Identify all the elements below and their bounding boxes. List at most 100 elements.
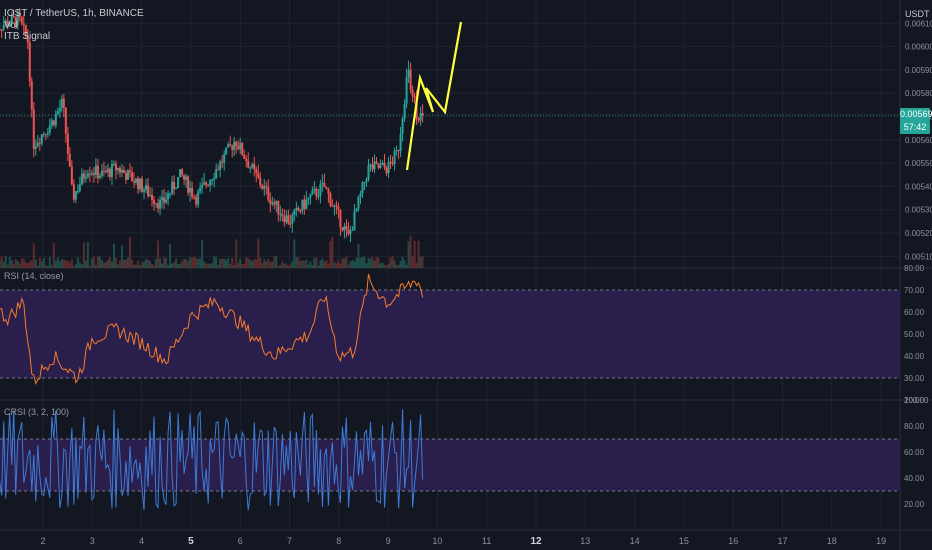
candle-body — [86, 173, 89, 177]
rsi-tick-40.00: 40.00 — [904, 352, 925, 361]
volume-bar — [143, 261, 146, 268]
volume-bar — [395, 265, 398, 268]
volume-bar — [313, 258, 316, 268]
candle-body — [40, 134, 43, 144]
candle-body — [169, 193, 172, 195]
volume-bar — [259, 257, 262, 268]
time-tick-9: 9 — [386, 536, 391, 546]
volume-bar — [249, 259, 252, 268]
candle-body — [122, 170, 125, 173]
time-tick-3: 3 — [90, 536, 95, 546]
candle-body — [301, 199, 304, 211]
volume-bar — [84, 260, 87, 268]
candle-body — [0, 29, 3, 31]
candle-body — [333, 205, 336, 207]
volume-bar — [157, 240, 160, 268]
volume-bar — [112, 243, 115, 268]
candle-body — [205, 182, 208, 186]
drawing-zigzag — [405, 21, 463, 171]
volume-bar — [263, 259, 266, 268]
candle-body — [339, 209, 342, 228]
volume-label[interactable]: Vol — [4, 20, 18, 31]
crsi-tick-100.00: 100.00 — [904, 396, 929, 405]
candle-body — [383, 162, 386, 168]
volume-bar — [279, 265, 282, 268]
candle-body — [313, 188, 316, 191]
volume-bar — [191, 258, 194, 268]
candle-body — [120, 170, 123, 173]
candle-body — [231, 145, 234, 150]
volume-bar — [247, 257, 250, 268]
volume-bar — [16, 261, 19, 268]
volume-bar — [225, 259, 228, 268]
candle-body — [307, 197, 310, 200]
volume-bar — [251, 260, 254, 268]
rsi-line — [0, 273, 424, 386]
volume-bar — [56, 257, 59, 268]
volume-bar — [405, 264, 408, 268]
volume-bar — [219, 258, 222, 268]
candle-body — [233, 141, 236, 150]
indicator-label[interactable]: ITB Signal — [4, 31, 51, 42]
candle-body — [271, 202, 274, 204]
candle-body — [287, 215, 290, 224]
candle-body — [66, 133, 69, 154]
rsi-band-fill — [0, 290, 900, 378]
candle-body — [269, 199, 272, 204]
rsi-label[interactable]: RSI (14, close) — [4, 271, 64, 281]
candle-body — [257, 173, 260, 178]
crsi-tick-60.00: 60.00 — [904, 448, 925, 457]
candle-body — [321, 182, 324, 185]
volume-bar — [223, 258, 226, 268]
volume-bar — [375, 257, 378, 268]
volume-bar — [54, 260, 57, 268]
volume-bar — [217, 264, 220, 268]
volume-bar — [285, 263, 288, 268]
currency-label[interactable]: USDT — [905, 9, 930, 19]
volume-bar — [76, 256, 79, 268]
volume-bar — [411, 256, 414, 268]
crsi-label[interactable]: CRSI (3, 2, 100) — [4, 407, 70, 417]
candle-body — [104, 171, 107, 173]
candle-body — [203, 182, 206, 185]
candle-body — [94, 165, 97, 175]
volume-bar — [311, 264, 314, 268]
volume-bar — [305, 259, 308, 268]
candles-group — [0, 8, 424, 243]
volume-bar — [293, 239, 296, 268]
candle-body — [343, 226, 346, 231]
candle-body — [317, 195, 320, 197]
volume-bar — [122, 259, 125, 268]
volume-bar — [155, 258, 158, 268]
candle-body — [411, 89, 414, 96]
candle-body — [24, 24, 27, 36]
volume-bar — [327, 263, 330, 268]
volume-bar — [407, 241, 410, 268]
time-tick-11: 11 — [482, 536, 491, 546]
volume-bar — [167, 265, 170, 268]
candle-body — [167, 193, 170, 200]
volume-bar — [307, 264, 310, 268]
candle-body — [18, 12, 21, 18]
symbol-title[interactable]: IOST / TetherUS, 1h, BINANCE — [4, 8, 144, 19]
volume-bar — [58, 261, 61, 268]
volume-bar — [213, 256, 216, 268]
volume-bar — [289, 264, 292, 268]
volume-bar — [86, 242, 89, 268]
volume-bar — [243, 263, 246, 268]
candle-body — [207, 185, 210, 187]
candle-body — [165, 199, 168, 203]
candle-body — [219, 161, 222, 170]
candle-body — [98, 175, 101, 178]
candle-body — [159, 199, 162, 209]
volume-bar — [6, 264, 9, 268]
volume-bar — [353, 261, 356, 268]
volume-bar — [199, 257, 202, 268]
candle-body — [421, 113, 424, 116]
volume-bar — [20, 258, 23, 268]
volume-bar — [361, 257, 364, 268]
candle-body — [229, 144, 232, 146]
